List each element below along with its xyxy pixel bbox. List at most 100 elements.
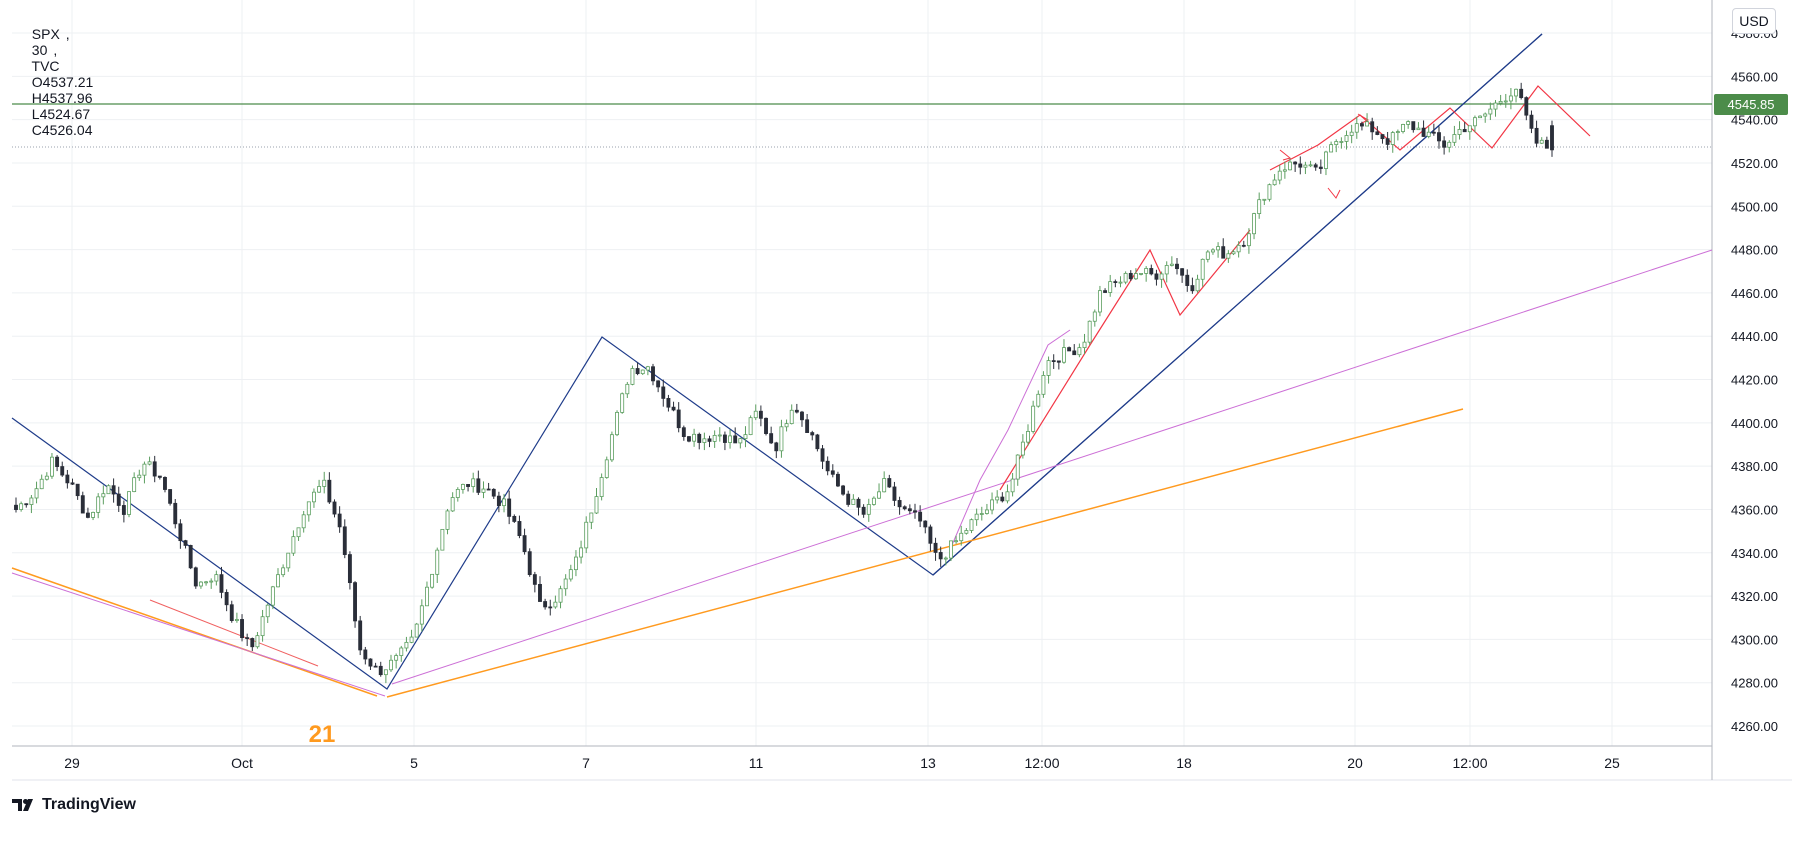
red-arrow-1[interactable]: [1279, 149, 1292, 161]
candle-body: [640, 369, 645, 375]
candle-body: [574, 556, 578, 571]
candle-body: [306, 501, 311, 516]
candle-body: [1133, 273, 1138, 280]
blue-upper-trendline[interactable]: [932, 33, 1543, 576]
candle-body: [1385, 138, 1390, 145]
candle-body: [1411, 121, 1416, 131]
candle-body: [1431, 131, 1436, 134]
candle-body: [193, 567, 198, 587]
candle-body: [1452, 134, 1457, 143]
candle-body: [1318, 166, 1323, 169]
red-zigzag-1[interactable]: [999, 229, 1251, 491]
candle-body: [1149, 268, 1154, 275]
orange-support-line-right[interactable]: [386, 408, 1464, 698]
currency-button[interactable]: USD: [1732, 8, 1776, 34]
candle-body: [80, 495, 85, 514]
candle-body: [1041, 375, 1046, 395]
candle-body: [851, 498, 856, 505]
candle-body: [419, 605, 424, 625]
candle-body: [14, 504, 18, 510]
candle-body: [1329, 144, 1334, 153]
candle-body: [1308, 164, 1313, 167]
candle-body: [178, 523, 183, 542]
candle-body: [784, 423, 789, 428]
price-axis[interactable]: 4260.00 4280.00 4300.00 4320.00 4340.00 4360.…: [1731, 26, 1778, 734]
orange-support-line-left[interactable]: [11, 567, 378, 697]
candle-body: [1036, 393, 1041, 407]
vertical-gridlines: [71, 0, 1613, 746]
candle-body: [1344, 135, 1349, 142]
candle-body: [358, 620, 363, 651]
candle-body: [548, 606, 553, 609]
candle-body: [1015, 454, 1020, 480]
candle-body: [1067, 347, 1072, 352]
candle-body: [1211, 249, 1215, 253]
candle-body: [959, 532, 964, 542]
red-zigzag-2[interactable]: [1269, 85, 1591, 171]
candle-body: [1046, 360, 1051, 376]
red-arrow-3[interactable]: [1357, 113, 1370, 125]
candle-body: [527, 551, 532, 576]
candle-body: [152, 461, 157, 477]
candle-body: [301, 514, 306, 529]
annotation-label-21[interactable]: 21: [309, 721, 336, 748]
candle-body: [1169, 263, 1174, 266]
candle-body: [296, 527, 301, 538]
price-tick-label: 4320.00: [1731, 589, 1778, 604]
tradingview-brand[interactable]: TradingView: [12, 796, 136, 814]
candle-body: [635, 368, 640, 375]
candle-body: [245, 637, 250, 640]
candle-body: [866, 504, 871, 515]
candle-body: [1246, 233, 1251, 247]
time-axis[interactable]: 29 Oct 5 7 11 13 12:00 18 20 12:00 25: [64, 755, 1620, 771]
candle-body: [347, 554, 352, 584]
candle-body: [101, 493, 106, 498]
candle-body: [918, 511, 923, 522]
price-tick-label: 4500.00: [1731, 199, 1778, 214]
candle-body: [517, 521, 522, 537]
candle-body: [651, 366, 655, 382]
candle-body: [702, 438, 707, 443]
candle-body: [1226, 253, 1231, 259]
candle-body: [342, 526, 347, 555]
candle-body: [748, 417, 753, 436]
candle-body: [722, 434, 727, 443]
candle-body: [1375, 131, 1380, 135]
legend-source: TVC: [31, 58, 60, 74]
candle-body: [810, 432, 815, 436]
candle-body: [1056, 360, 1061, 363]
violet-line-left[interactable]: [11, 572, 386, 697]
candle-body: [337, 513, 342, 528]
symbol-legend[interactable]: SPX, 30, TVC O4537.21 H4537.96 L4524.67 …: [24, 10, 99, 138]
red-segment-left[interactable]: [149, 599, 319, 667]
candle-body: [414, 623, 419, 638]
candle-body: [733, 435, 738, 444]
legend-symbol: SPX: [31, 26, 60, 42]
price-tick-label: 4360.00: [1731, 502, 1778, 517]
candle-body: [183, 540, 188, 546]
violet-zigzag[interactable]: [951, 329, 1071, 546]
time-tick-label: 12:00: [1024, 755, 1059, 771]
candle-body: [373, 665, 378, 668]
candle-body: [861, 506, 866, 515]
candle-body: [276, 574, 280, 588]
time-tick-label: Oct: [231, 755, 253, 771]
candle-body: [1180, 268, 1185, 276]
candle-body: [229, 604, 234, 621]
price-tick-label: 4380.00: [1731, 459, 1778, 474]
violet-trendline[interactable]: [391, 249, 1713, 685]
time-tick-label: 25: [1604, 755, 1620, 771]
candle-body: [1020, 441, 1025, 456]
candle-body: [1447, 141, 1452, 148]
candle-body: [1159, 273, 1164, 280]
drawing-tools[interactable]: [11, 33, 1713, 698]
candle-body: [260, 616, 265, 637]
candle-body: [841, 485, 846, 495]
candle-body: [1000, 496, 1005, 502]
candle-body: [995, 496, 1000, 501]
red-arrow-2[interactable]: [1327, 187, 1341, 199]
candle-body: [738, 438, 743, 444]
candle-body: [378, 665, 383, 676]
candle-body: [322, 479, 327, 487]
